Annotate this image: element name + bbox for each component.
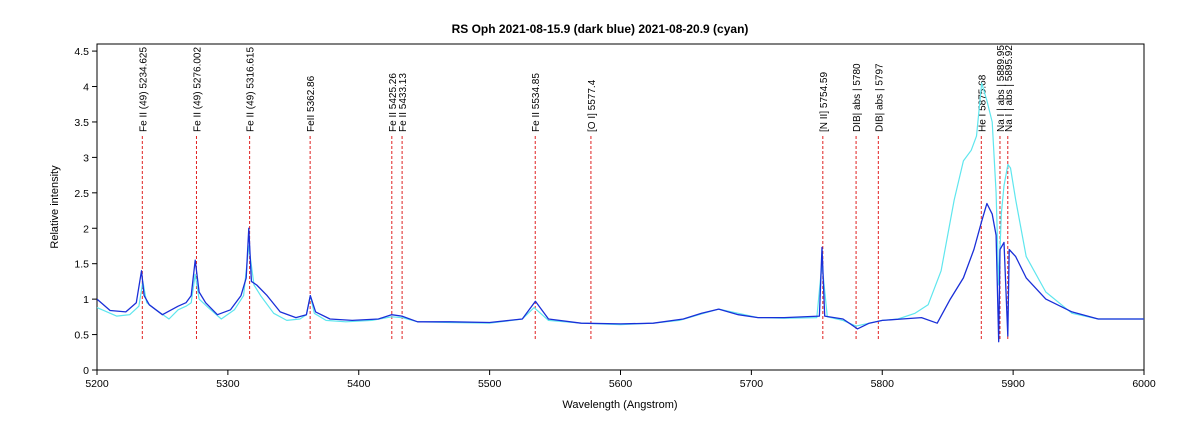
line-marker-label: Fe II 5433.13 (398, 73, 409, 132)
y-tick-label: 1 (83, 294, 89, 306)
series-line-dark-blue (96, 202, 1144, 343)
y-tick-label: 4.5 (74, 46, 89, 58)
line-marker-label: Na I | abs | 5889.95 (996, 45, 1007, 132)
line-marker-label: [N II] 5754.59 (819, 72, 830, 132)
y-tick-label: 2.5 (74, 188, 89, 200)
x-tick-label: 5900 (1001, 378, 1025, 390)
x-tick-label: 5400 (347, 378, 371, 390)
line-marker-label: He I 5875.68 (977, 74, 988, 132)
chart-title: RS Oph 2021-08-15.9 (dark blue) 2021-08-… (452, 22, 749, 36)
line-marker-label: DIB| abs | 5780 (852, 63, 863, 132)
line-marker-label: [O I] 5577.4 (587, 79, 598, 132)
y-tick-label: 3 (83, 152, 89, 164)
y-tick-label: 4 (83, 82, 89, 94)
y-tick-label: 0.5 (74, 330, 89, 342)
x-tick-label: 5300 (216, 378, 240, 390)
series-layer (96, 82, 1144, 343)
plot-area (96, 43, 1145, 371)
line-marker-label: DIB| abs | 5797 (874, 63, 885, 132)
y-axis-label: Relative intensity (49, 165, 61, 249)
line-marker-label: Na I | abs | 5895.92 (1004, 45, 1015, 132)
line-marker-label: Fe II (49) 5276.002 (192, 47, 203, 132)
axis-layer: 5200 5300 5400 5500 5600 5700 5800 5900 6000 0 0.5… (74, 46, 1155, 390)
line-marker-label: Fe II 5534.85 (531, 73, 542, 132)
line-marker-label: Fe II 5425.26 (388, 73, 399, 132)
x-tick-label: 5800 (871, 378, 895, 390)
x-tick-label: 5600 (609, 378, 633, 390)
x-tick-label: 5500 (478, 378, 502, 390)
line-marker-label: FeII 5362.86 (306, 75, 317, 132)
x-tick-label: 5200 (85, 378, 109, 390)
line-marker-label: Fe II (49) 5316.615 (246, 47, 257, 132)
y-tick-label: 3.5 (74, 117, 89, 129)
y-tick-label: 2 (83, 223, 89, 235)
y-tick-label: 0 (83, 365, 89, 377)
annotation-layer: Fe II (49) 5234.625 Fe II (49) 5276.002 Fe… (138, 45, 1015, 340)
line-marker-label: Fe II (49) 5234.625 (138, 47, 149, 132)
x-tick-label: 6000 (1132, 378, 1156, 390)
y-tick-label: 1.5 (74, 259, 89, 271)
series-line-cyan (96, 82, 1144, 327)
x-axis-label: Wavelength (Angstrom) (562, 399, 677, 411)
x-tick-label: 5700 (740, 378, 764, 390)
